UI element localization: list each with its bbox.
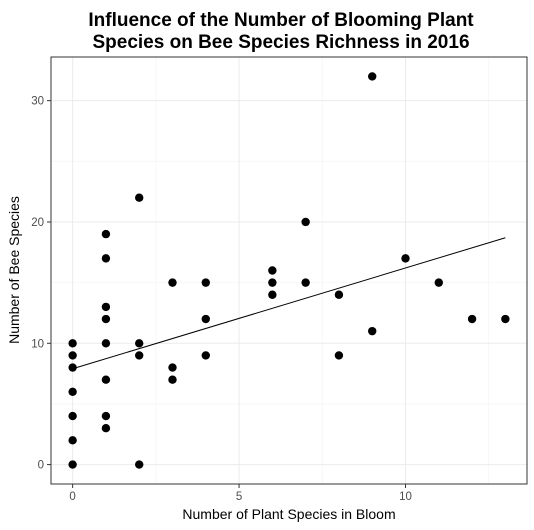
data-point: [135, 460, 144, 469]
data-point: [101, 302, 111, 312]
data-point: [334, 351, 344, 360]
data-point: [401, 254, 410, 263]
data-point: [467, 314, 477, 324]
data-points-layer: [68, 72, 510, 469]
data-point: [135, 351, 144, 360]
data-point: [434, 278, 443, 287]
data-point: [101, 339, 111, 348]
data-point: [101, 375, 111, 384]
data-point: [135, 339, 144, 348]
chart-title-line-2: Species on Bee Species Richness in 2016: [92, 32, 469, 53]
trend-line: [72, 237, 506, 370]
y-tick-label: 0: [38, 460, 44, 472]
plot-panel-border: [50, 56, 528, 485]
y-tick-label: 30: [31, 96, 44, 108]
data-point: [101, 411, 111, 421]
data-point: [101, 229, 111, 239]
data-point: [101, 254, 111, 263]
data-point: [68, 387, 77, 397]
data-point: [68, 339, 77, 348]
data-point: [68, 436, 77, 445]
data-point: [168, 278, 177, 287]
data-point: [268, 278, 277, 287]
data-point: [201, 351, 210, 360]
data-point: [334, 290, 344, 299]
plot-panel-background: [51, 57, 527, 484]
data-point: [301, 217, 310, 227]
y-tick-label: 10: [31, 338, 44, 350]
data-point: [68, 460, 77, 469]
y-axis-title: Number of Bee Species: [6, 196, 22, 344]
x-tick-label: 10: [399, 491, 412, 503]
data-point: [501, 314, 510, 324]
chart-title-line-1: Influence of the Number of Blooming Plan…: [88, 10, 474, 31]
data-point: [368, 326, 377, 336]
data-point: [201, 278, 210, 287]
data-point: [101, 314, 111, 324]
x-tick-label: 5: [236, 491, 242, 503]
data-point: [68, 363, 77, 372]
data-point: [368, 72, 377, 81]
major-gridlines: [51, 57, 527, 484]
data-point: [268, 290, 277, 299]
data-point: [168, 375, 177, 384]
data-point: [301, 278, 310, 287]
minor-gridlines: [51, 57, 527, 484]
data-point: [68, 351, 77, 360]
x-tick-label: 0: [69, 491, 75, 503]
data-point: [268, 266, 277, 275]
x-axis-ticks: 0 5 10: [69, 484, 412, 503]
data-point: [168, 363, 177, 372]
data-point: [135, 193, 144, 202]
x-axis-title: Number of Plant Species in Bloom: [182, 506, 395, 522]
data-point: [68, 411, 77, 421]
data-point: [201, 314, 210, 324]
trend-line-layer: [72, 237, 506, 370]
data-point: [101, 423, 111, 433]
y-tick-label: 20: [31, 217, 44, 229]
y-axis-ticks: 0 10 20 30: [31, 96, 51, 472]
